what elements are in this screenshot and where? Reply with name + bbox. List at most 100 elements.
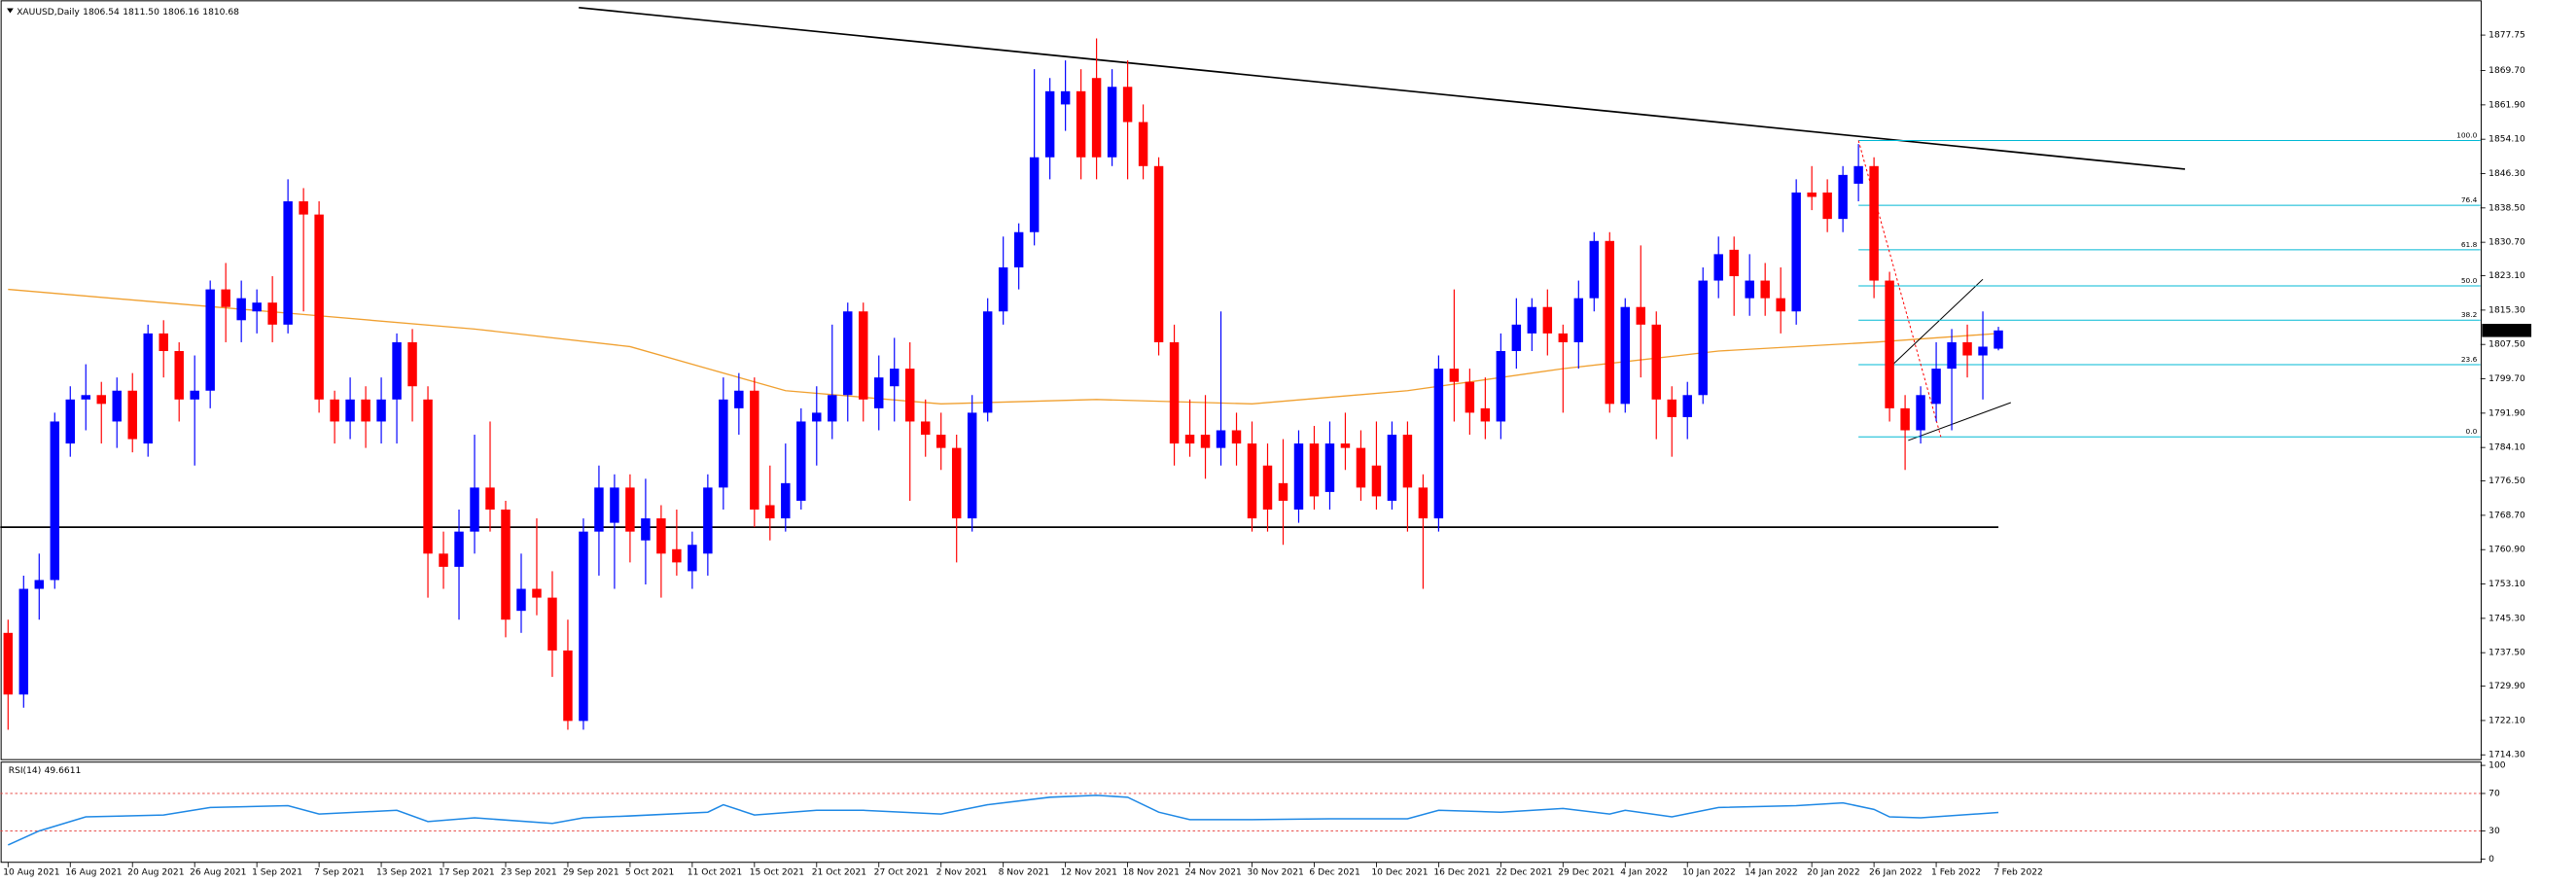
candle-body [65,399,75,444]
candle-body [1853,165,1863,184]
candle-body [656,518,666,554]
low-label: 1806.16 [162,7,199,17]
x-tick-label: 23 Sep 2021 [501,867,557,877]
candle-body [1013,231,1024,267]
candle-body [18,588,29,695]
candle-body [610,487,619,523]
candle-body [1496,350,1506,422]
candle-body [205,289,215,391]
candle-body [236,298,246,321]
y-tick-label: 1815.30 [2488,305,2525,315]
candle-body [1216,430,1226,448]
candle-body [50,421,60,581]
candle-body [1138,122,1148,166]
x-tick-label: 10 Aug 2021 [3,867,59,877]
last-price-box [2482,324,2532,337]
candle-body [1231,430,1242,444]
x-tick-label: 5 Oct 2021 [625,867,675,877]
candle-body [454,531,464,567]
x-tick-label: 26 Jan 2022 [1869,867,1923,877]
x-tick-label: 29 Sep 2021 [563,867,619,877]
candle-body [1387,435,1397,501]
y-tick-label: 1784.10 [2488,443,2525,453]
candle-body [1480,407,1491,422]
candle-body [516,588,526,612]
x-tick-label: 22 Dec 2021 [1496,867,1552,877]
candle-body [470,487,479,532]
candle-body [920,421,931,436]
candle-body [781,482,791,519]
candle-body [625,487,635,532]
x-tick-label: 4 Jan 2022 [1620,867,1668,877]
candle-body [1356,447,1366,488]
chart-header: XAUUSD,Daily 1806.54 1811.50 1806.16 1810.68 [17,7,239,17]
candle-body [812,412,822,422]
rsi-tick-label: 70 [2488,789,2500,798]
candle-body [859,311,868,400]
rsi-name: RSI(14) [9,766,42,776]
candle-body [951,447,962,519]
candle-body [1838,174,1848,220]
x-tick-label: 10 Dec 2021 [1371,867,1428,877]
x-tick-label: 1 Sep 2021 [252,867,302,877]
candle-body [1605,240,1615,405]
y-tick-label: 1861.90 [2488,100,2525,110]
collapse-arrow[interactable] [7,8,14,14]
rsi-tick-label: 100 [2488,761,2506,771]
candle-body [532,588,542,598]
x-tick-label: 26 Aug 2021 [190,867,246,877]
candle-body [1869,165,1879,281]
x-tick-label: 18 Nov 2021 [1123,867,1180,877]
rsi-line [7,794,1999,846]
x-tick-label: 17 Sep 2021 [439,867,495,877]
x-tick-label: 21 Oct 2021 [812,867,866,877]
candle-body [1402,435,1413,488]
candle-body [1340,443,1351,448]
x-tick-label: 24 Nov 2021 [1184,867,1241,877]
candle-body [1324,443,1335,492]
candle-body [905,369,915,422]
candle-body [935,435,946,448]
candle-body [1760,280,1770,299]
candle-body [734,390,744,408]
candle-body [34,580,45,589]
channel-line [1908,402,2011,441]
candle-body [1916,395,1925,431]
main-panel-border [0,0,2483,760]
candle-body [1822,192,1832,220]
y-tick-label: 1760.90 [2488,546,2525,555]
x-tick-label: 16 Dec 2021 [1433,867,1490,877]
candle-body [1978,346,1988,356]
candle-body [314,214,324,400]
candle-body [1807,192,1817,197]
candle-body [1511,324,1522,351]
candle-body [563,650,573,722]
candle-body [96,395,106,405]
candle-body [547,597,557,651]
candle-body [1309,443,1320,497]
candle-body [1791,192,1801,312]
fib-label: 61.8 [2461,240,2478,249]
candle-body [828,395,837,422]
x-tick-label: 6 Dec 2021 [1309,867,1359,877]
candle-body [1651,324,1661,400]
rsi-tick-label: 30 [2488,827,2500,836]
candle-body [376,399,386,422]
candle-body [1573,298,1584,342]
candle-body [594,487,604,532]
x-tick-label: 12 Nov 2021 [1061,867,1117,877]
candle-body [283,201,293,325]
candle-body [1184,435,1195,444]
x-tick-label: 20 Jan 2022 [1807,867,1860,877]
candle-body [1558,333,1569,342]
candle-body [1200,435,1211,448]
candle-body [143,333,153,444]
fib-label: 76.4 [2461,195,2478,204]
candle-body [1994,330,2003,349]
candle-body [1931,369,1941,405]
candle-body [1122,87,1133,123]
fib-label: 100.0 [2456,130,2478,139]
candle-body [407,341,417,387]
candle-body [112,390,122,422]
candle-body [1682,395,1692,417]
